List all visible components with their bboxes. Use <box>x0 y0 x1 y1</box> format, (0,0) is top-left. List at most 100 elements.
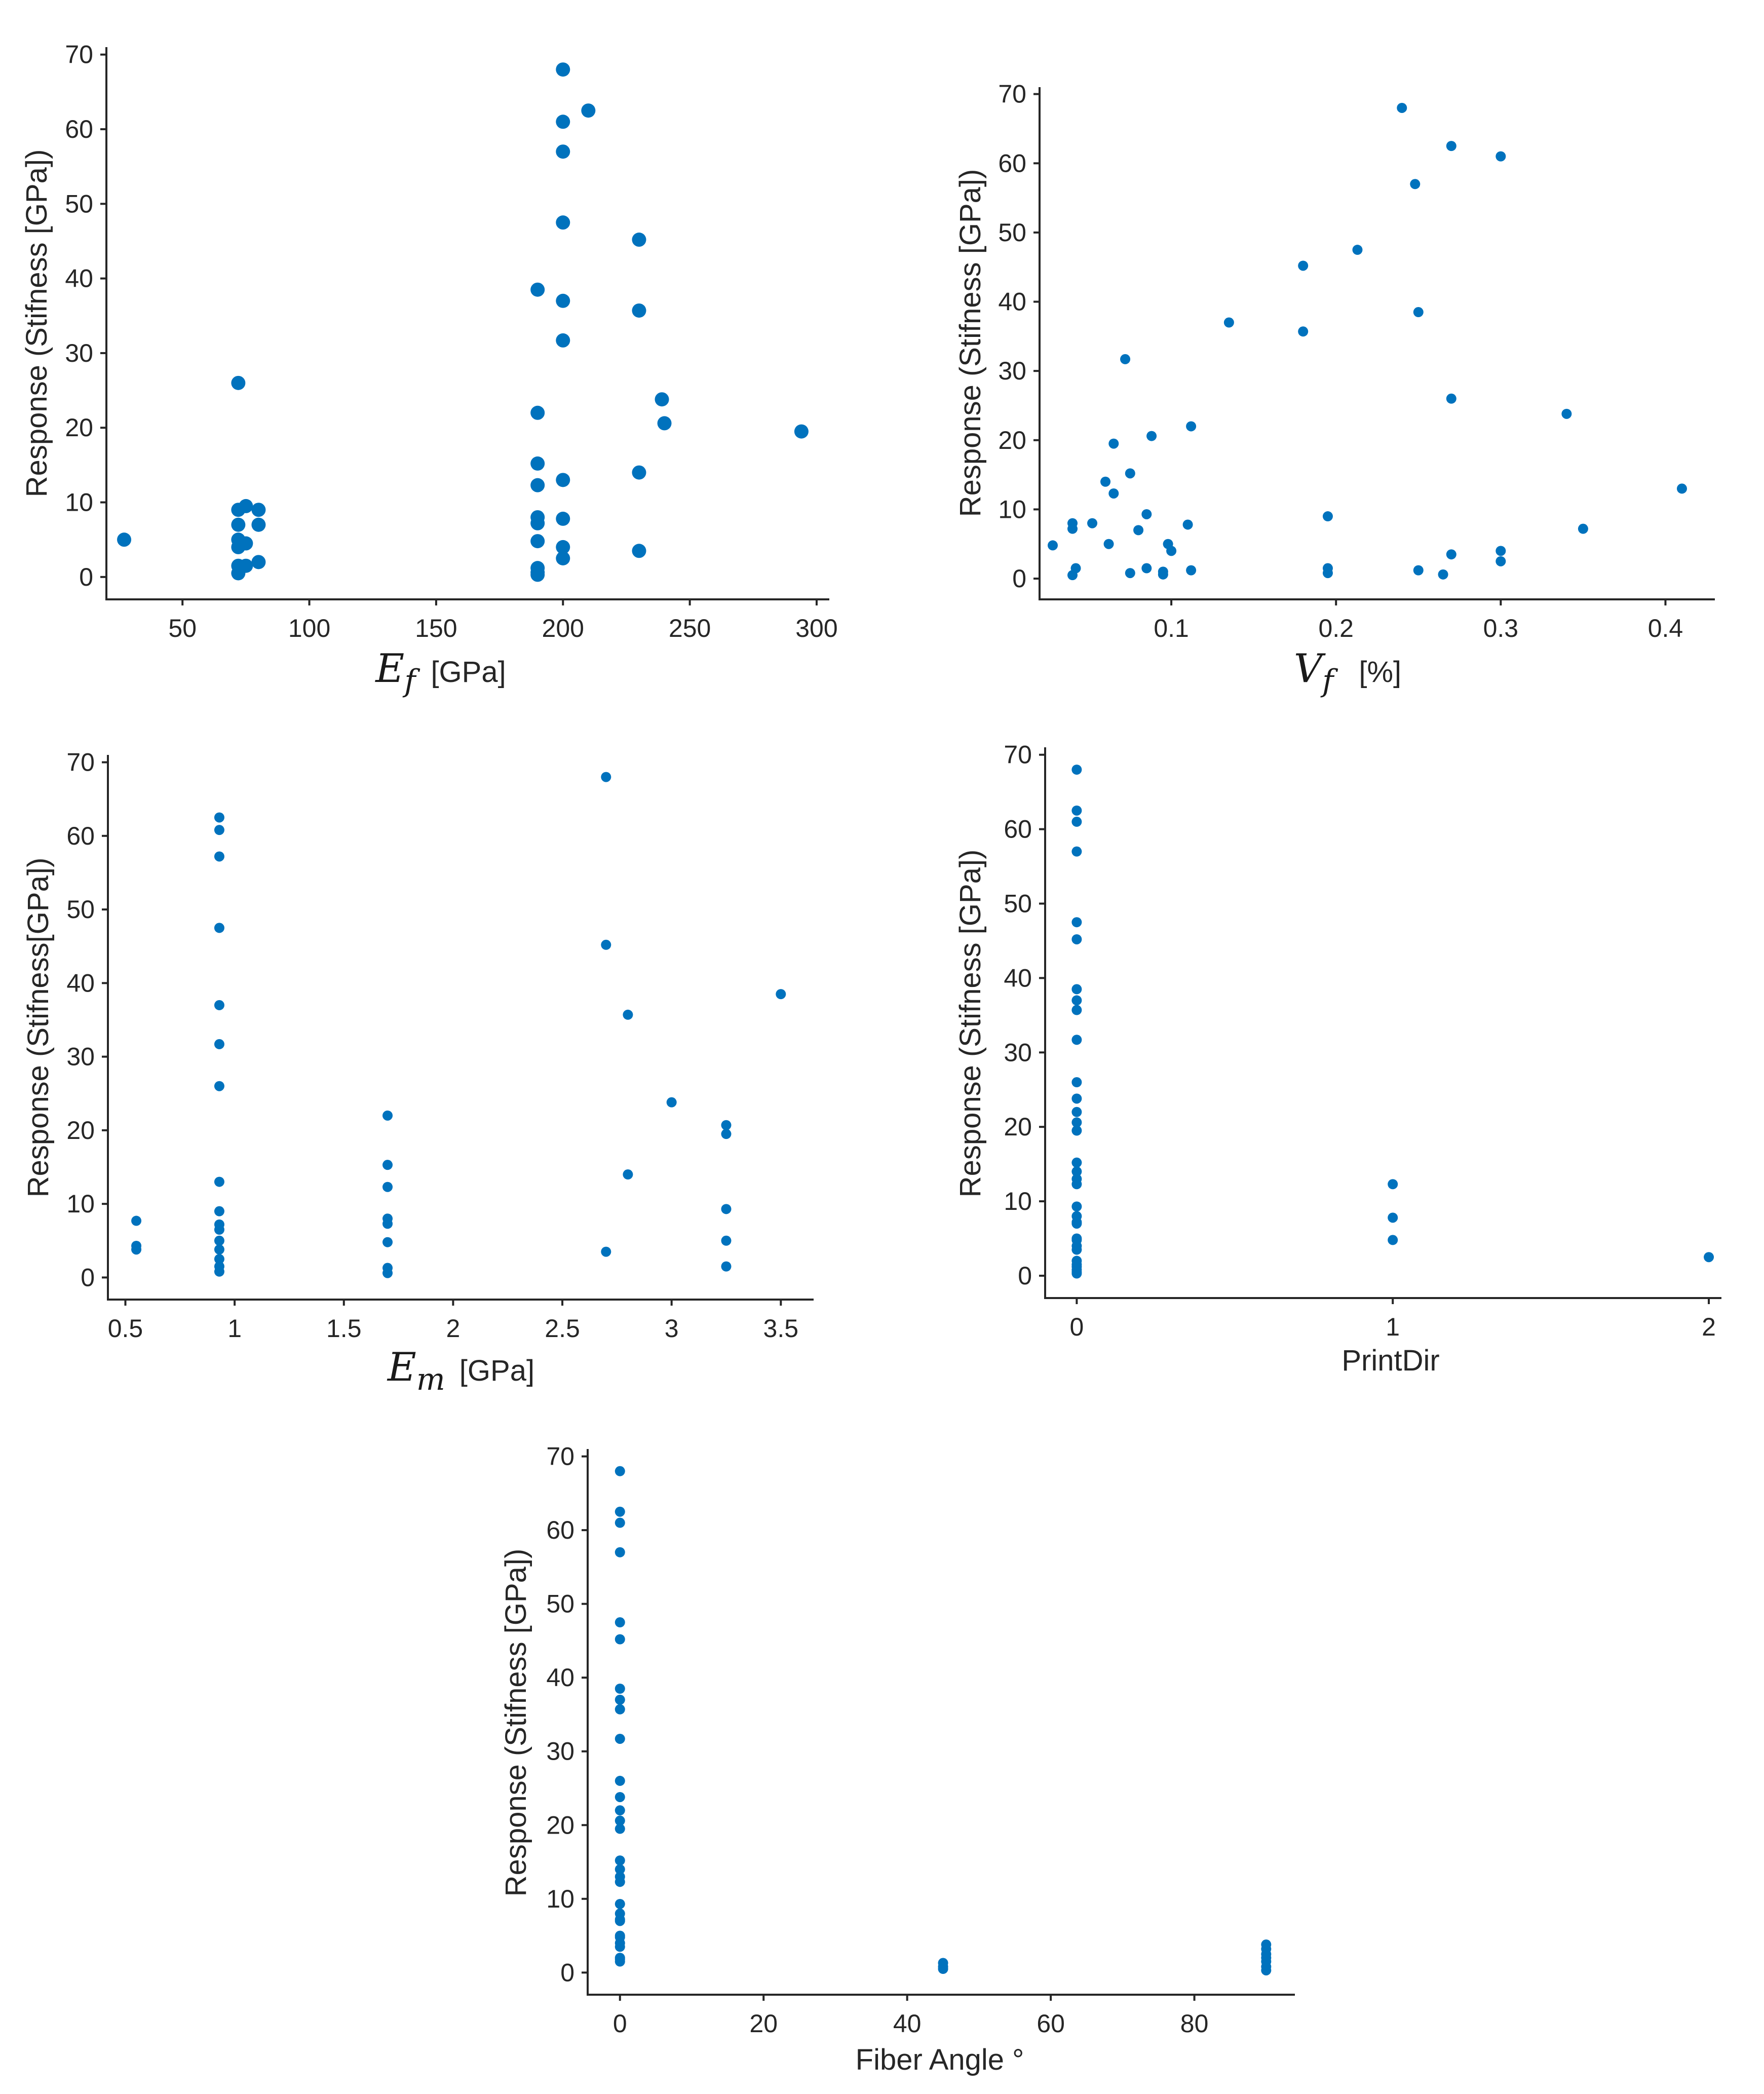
printdir-y-tick-label: 0 <box>1018 1262 1032 1290</box>
ef-ticks: 0 10 20 30 40 50 60 70 50 100 150 200 250 300 <box>65 41 837 642</box>
printdir-x-tick-label: 1 <box>1386 1313 1400 1341</box>
em-y-tick-label: 20 <box>66 1116 95 1145</box>
printdir-data-point <box>1071 1077 1082 1088</box>
fiberangle-data-point <box>615 1792 625 1802</box>
fiberangle-data-point <box>615 1916 625 1926</box>
vf-data-point <box>1103 539 1114 549</box>
vf-data-point <box>1125 568 1135 579</box>
ef-axes <box>105 47 829 600</box>
ef-y-tick-label: 60 <box>65 115 93 143</box>
printdir-data-point <box>1071 1219 1082 1229</box>
ef-data-point <box>556 551 570 565</box>
ef-x-tick-label: 100 <box>288 614 330 642</box>
vf-data-point <box>1438 569 1448 580</box>
vf-data-point <box>1141 509 1152 519</box>
vf-y-axis-label: Response (Stifness [GPa]) <box>954 169 987 517</box>
vf-data-point <box>1322 568 1333 579</box>
vf-x-tick-label: 0.2 <box>1318 614 1354 642</box>
fiberangle-y-tick-label: 60 <box>546 1516 574 1544</box>
printdir-y-tick-label: 40 <box>1004 964 1032 992</box>
printdir-data-point <box>1071 1268 1082 1279</box>
fiberangle-data-point <box>1261 1965 1272 1975</box>
em-y-tick-label: 30 <box>66 1043 95 1071</box>
ef-data-point <box>556 144 570 159</box>
printdir-data-point <box>1071 934 1082 944</box>
em-data-point <box>214 923 224 933</box>
fiberangle-data-point <box>615 1547 625 1557</box>
printdir-y-tick-label: 50 <box>1004 889 1032 918</box>
em-x-tick-label: 3.5 <box>763 1314 799 1343</box>
em-data-point <box>721 1204 732 1214</box>
em-axes <box>107 755 814 1301</box>
vf-data-point <box>1158 566 1168 577</box>
ef-data-point <box>556 511 570 526</box>
em-data-point <box>131 1244 142 1255</box>
vf-y-tick-label: 0 <box>1012 564 1026 593</box>
em-x-axis-symbol: E <box>387 1345 416 1390</box>
printdir-data-point <box>1071 1117 1082 1128</box>
vf-y-tick-label: 30 <box>998 357 1026 385</box>
ef-y-tick-label: 30 <box>65 339 93 367</box>
em-data-point <box>214 851 224 862</box>
panel-vf-scatter: 0 10 20 30 40 50 60 70 0.1 0.2 0.3 0.4 Response (St… <box>954 80 1715 699</box>
fiberangle-x-tick-label: 0 <box>613 2009 627 2038</box>
vf-data-point <box>1495 151 1506 162</box>
ef-data-point <box>239 499 253 513</box>
fiberangle-ticks: 0 10 20 30 40 50 60 70 0 20 40 60 80 <box>546 1442 1208 2038</box>
em-data-point <box>623 1169 633 1180</box>
em-data-point <box>214 1000 224 1010</box>
em-data-point <box>666 1097 677 1108</box>
vf-x-tick-label: 0.3 <box>1483 614 1519 642</box>
em-data-point <box>721 1261 732 1272</box>
em-x-tick-label: 2.5 <box>545 1314 580 1343</box>
fiberangle-x-tick-label: 40 <box>893 2009 922 2038</box>
em-x-axis-label: Em [GPa] <box>387 1345 534 1397</box>
printdir-ticks: 0 10 20 30 40 50 60 70 0 1 2 <box>1004 741 1716 1341</box>
fiberangle-data-point <box>615 1694 625 1705</box>
em-y-tick-label: 70 <box>66 748 95 777</box>
em-data-point <box>776 989 786 1000</box>
printdir-data-point <box>1071 846 1082 857</box>
printdir-data-point <box>1071 816 1082 827</box>
ef-y-tick-label: 20 <box>65 413 93 442</box>
em-data-point <box>623 1009 633 1020</box>
fiberangle-y-tick-label: 30 <box>546 1737 574 1766</box>
fiberangle-data-point <box>615 1864 625 1875</box>
vf-data-point <box>1446 393 1456 404</box>
em-y-tick-label: 50 <box>66 895 95 924</box>
printdir-data-point <box>1704 1252 1714 1263</box>
ef-data-point <box>632 233 646 247</box>
vf-data-point <box>1087 518 1098 528</box>
fiberangle-data-points <box>615 1466 1272 1975</box>
vf-data-point <box>1100 476 1111 487</box>
ef-data-point <box>251 503 266 517</box>
printdir-y-tick-label: 20 <box>1004 1113 1032 1141</box>
printdir-data-point <box>1071 1125 1082 1136</box>
ef-data-point <box>556 115 570 129</box>
fiberangle-data-point <box>615 1517 625 1528</box>
fiberangle-y-tick-label: 20 <box>546 1811 574 1839</box>
vf-data-point <box>1141 563 1152 574</box>
vf-data-point <box>1578 523 1588 534</box>
em-x-axis-subscript: m <box>416 1362 445 1397</box>
printdir-x-tick-label: 2 <box>1702 1313 1716 1341</box>
vf-data-point <box>1676 483 1687 494</box>
em-x-tick-label: 1 <box>227 1314 242 1343</box>
vf-data-point <box>1322 511 1333 522</box>
fiberangle-y-tick-label: 10 <box>546 1885 574 1913</box>
em-x-tick-label: 1.5 <box>326 1314 362 1343</box>
panel-ef-scatter: 0 10 20 30 40 50 60 70 50 100 150 200 250 300 Respons… <box>20 41 838 699</box>
em-data-point <box>382 1182 393 1192</box>
ef-data-point <box>556 62 570 77</box>
fiberangle-data-point <box>615 1617 625 1628</box>
fiberangle-data-point <box>615 1877 625 1887</box>
ef-data-point <box>655 392 669 407</box>
em-x-tick-label: 0.5 <box>108 1314 143 1343</box>
vf-axes <box>1039 87 1715 600</box>
vf-x-tick-label: 0.1 <box>1154 614 1189 642</box>
ef-data-point <box>556 473 570 487</box>
ef-data-point <box>530 516 545 530</box>
ef-y-tick-label: 40 <box>65 264 93 293</box>
printdir-data-point <box>1071 1201 1082 1212</box>
